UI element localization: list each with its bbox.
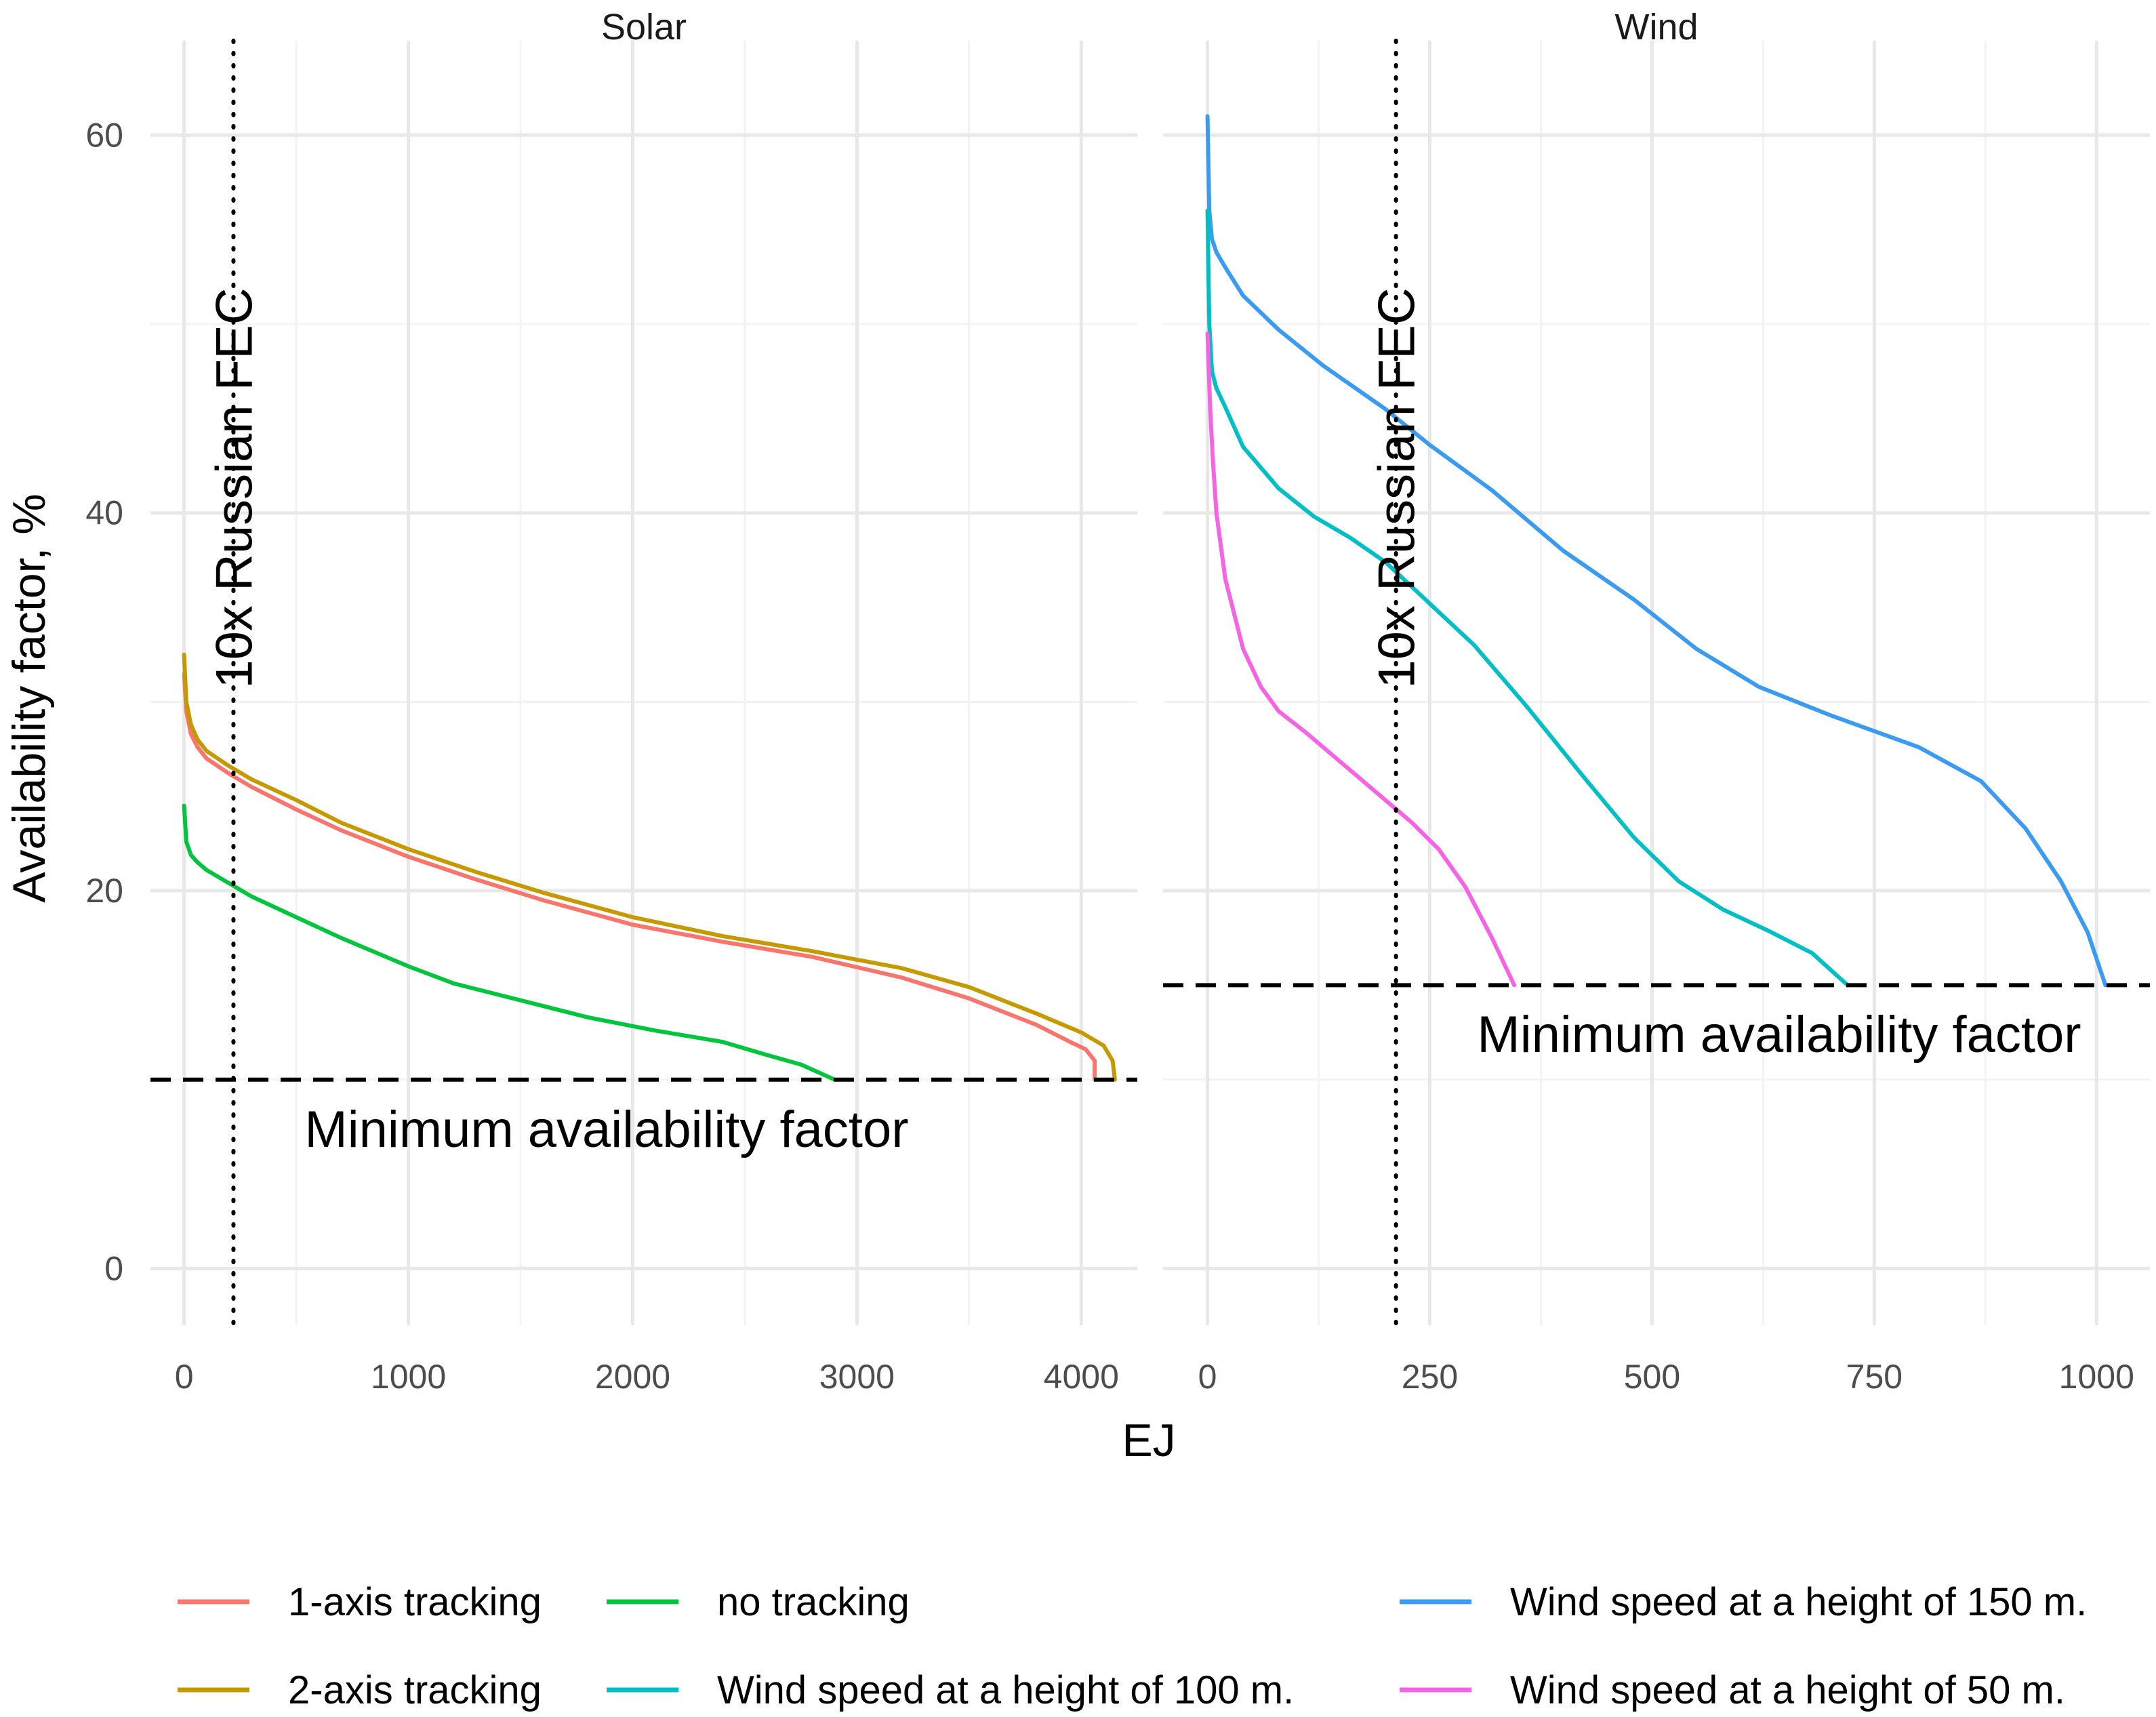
panel-title-wind: Wind	[1614, 7, 1698, 47]
y-tick-label: 60	[85, 116, 123, 154]
x-tick-label: 0	[1198, 1358, 1217, 1396]
x-axis-title: EJ	[1122, 1415, 1175, 1466]
series-line-no_tracking	[182, 803, 837, 1082]
y-tick-label: 40	[85, 494, 123, 532]
x-tick-label: 500	[1624, 1358, 1680, 1396]
series-line-wind_100	[1205, 208, 1850, 988]
panel-title-solar: Solar	[601, 7, 687, 47]
x-tick-label: 1000	[2059, 1358, 2134, 1396]
legend-label-no_tracking: no tracking	[717, 1580, 910, 1624]
y-axis-title: Availability factor, %	[3, 493, 55, 902]
legend-label-two_axis: 2-axis tracking	[288, 1668, 542, 1712]
reference-vline-label: 10x Russian FEC	[1368, 287, 1426, 688]
legend-label-wind_50: Wind speed at a height of 50 m.	[1510, 1668, 2065, 1712]
reference-hline-label: Minimum availability factor	[1477, 1006, 2081, 1064]
x-tick-label: 1000	[371, 1358, 446, 1396]
panel-wind: Wind 0 250 500 750 1000 10x Russian FEC Minimum…	[1163, 7, 2150, 1396]
series-line-wind_50	[1205, 331, 1517, 988]
x-tick-label: 3000	[819, 1358, 895, 1396]
y-tick-label: 20	[85, 872, 123, 910]
series-line-two_axis	[182, 652, 1117, 1082]
y-tick-label: 0	[104, 1249, 123, 1287]
legend-label-wind_100: Wind speed at a height of 100 m.	[717, 1668, 1294, 1712]
y-axis: 0 20 40 60	[85, 116, 123, 1287]
x-tick-label: 4000	[1044, 1358, 1119, 1396]
legend-label-wind_150: Wind speed at a height of 150 m.	[1510, 1580, 2087, 1624]
legend: 1-axis tracking 2-axis tracking no trackin…	[178, 1580, 2087, 1712]
series-line-one_axis	[182, 671, 1097, 1082]
x-tick-label: 250	[1402, 1358, 1458, 1396]
reference-hline-label: Minimum availability factor	[304, 1101, 908, 1158]
x-tick-label: 0	[175, 1358, 194, 1396]
panel-solar: Solar 0 1000 2000 3000 4000 10x Russian FEC Min…	[150, 7, 1137, 1396]
reference-vline-label: 10x Russian FEC	[205, 287, 263, 688]
legend-label-one_axis: 1-axis tracking	[288, 1580, 542, 1624]
x-tick-label: 750	[1846, 1358, 1903, 1396]
x-tick-label: 2000	[595, 1358, 670, 1396]
series-line-wind_150	[1205, 114, 2108, 988]
